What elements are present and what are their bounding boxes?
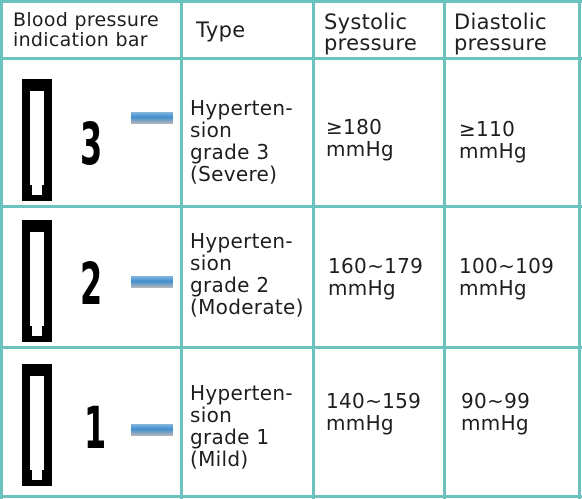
grid-line xyxy=(0,495,582,498)
diastolic-cell: ≥110 mmHg xyxy=(459,118,527,162)
header-diastolic: Diastolic pressure xyxy=(454,12,547,54)
pressure-bar-icon xyxy=(22,220,52,342)
type-line: sion xyxy=(190,251,233,275)
type-line: Hyperten- xyxy=(190,229,293,253)
diastolic-unit: mmHg xyxy=(461,411,529,435)
header-indication-bar: Blood pressure indication bar xyxy=(13,10,159,50)
grid-line xyxy=(312,0,315,499)
systolic-unit: mmHg xyxy=(326,137,394,161)
header-systolic: Systolic pressure xyxy=(324,12,417,54)
level-dash-icon xyxy=(131,112,173,124)
diastolic-unit: mmHg xyxy=(459,139,527,163)
grid-line xyxy=(0,57,582,60)
grid-line xyxy=(0,205,582,208)
level-dash-icon xyxy=(131,276,173,288)
diastolic-value: 90~99 xyxy=(461,389,531,413)
grid-line xyxy=(578,0,581,499)
type-line: grade 3 xyxy=(190,140,270,164)
type-line: grade 1 xyxy=(190,425,270,449)
systolic-unit: mmHg xyxy=(328,276,396,300)
pressure-bar-icon xyxy=(22,79,52,201)
header-diastolic-line1: Diastolic xyxy=(454,10,547,34)
header-type-label: Type xyxy=(196,18,246,42)
header-systolic-line1: Systolic xyxy=(324,10,408,34)
type-line: Hyperten- xyxy=(190,381,293,405)
type-cell: Hyperten- sion grade 1 (Mild) xyxy=(190,382,293,470)
systolic-cell: ≥180 mmHg xyxy=(326,116,394,160)
type-line: (Moderate) xyxy=(190,295,304,319)
systolic-value: 160~179 xyxy=(328,254,424,278)
pressure-bar-icon xyxy=(22,364,52,486)
grid-line xyxy=(0,0,3,499)
diastolic-unit: mmHg xyxy=(459,276,527,300)
type-line: Hyperten- xyxy=(190,96,293,120)
grade-number: 3 xyxy=(80,110,103,178)
diastolic-value: ≥110 xyxy=(459,117,516,141)
type-line: sion xyxy=(190,403,233,427)
header-indication-bar-line1: Blood pressure xyxy=(13,9,159,31)
header-systolic-line2: pressure xyxy=(324,31,418,55)
type-line: (Mild) xyxy=(190,447,249,471)
systolic-cell: 140~159 mmHg xyxy=(326,390,421,434)
diastolic-value: 100~109 xyxy=(459,254,555,278)
grade-number: 2 xyxy=(80,250,103,318)
type-line: (Severe) xyxy=(190,162,278,186)
grid-line xyxy=(0,0,582,3)
grid-line xyxy=(180,0,183,499)
type-line: grade 2 xyxy=(190,273,270,297)
level-dash-icon xyxy=(131,424,173,436)
type-cell: Hyperten- sion grade 2 (Moderate) xyxy=(190,230,304,318)
grade-number: 1 xyxy=(84,394,107,462)
header-indication-bar-line2: indication bar xyxy=(13,29,148,51)
grid-line xyxy=(0,346,582,349)
grid-line xyxy=(443,0,446,499)
systolic-unit: mmHg xyxy=(326,411,394,435)
diastolic-cell: 100~109 mmHg xyxy=(459,255,554,299)
systolic-cell: 160~179 mmHg xyxy=(328,255,423,299)
systolic-value: ≥180 xyxy=(326,115,383,139)
type-cell: Hyperten- sion grade 3 (Severe) xyxy=(190,97,293,185)
diastolic-cell: 90~99 mmHg xyxy=(461,390,530,434)
header-type: Type xyxy=(196,20,245,41)
systolic-value: 140~159 xyxy=(326,389,422,413)
type-line: sion xyxy=(190,118,233,142)
header-diastolic-line2: pressure xyxy=(454,31,548,55)
